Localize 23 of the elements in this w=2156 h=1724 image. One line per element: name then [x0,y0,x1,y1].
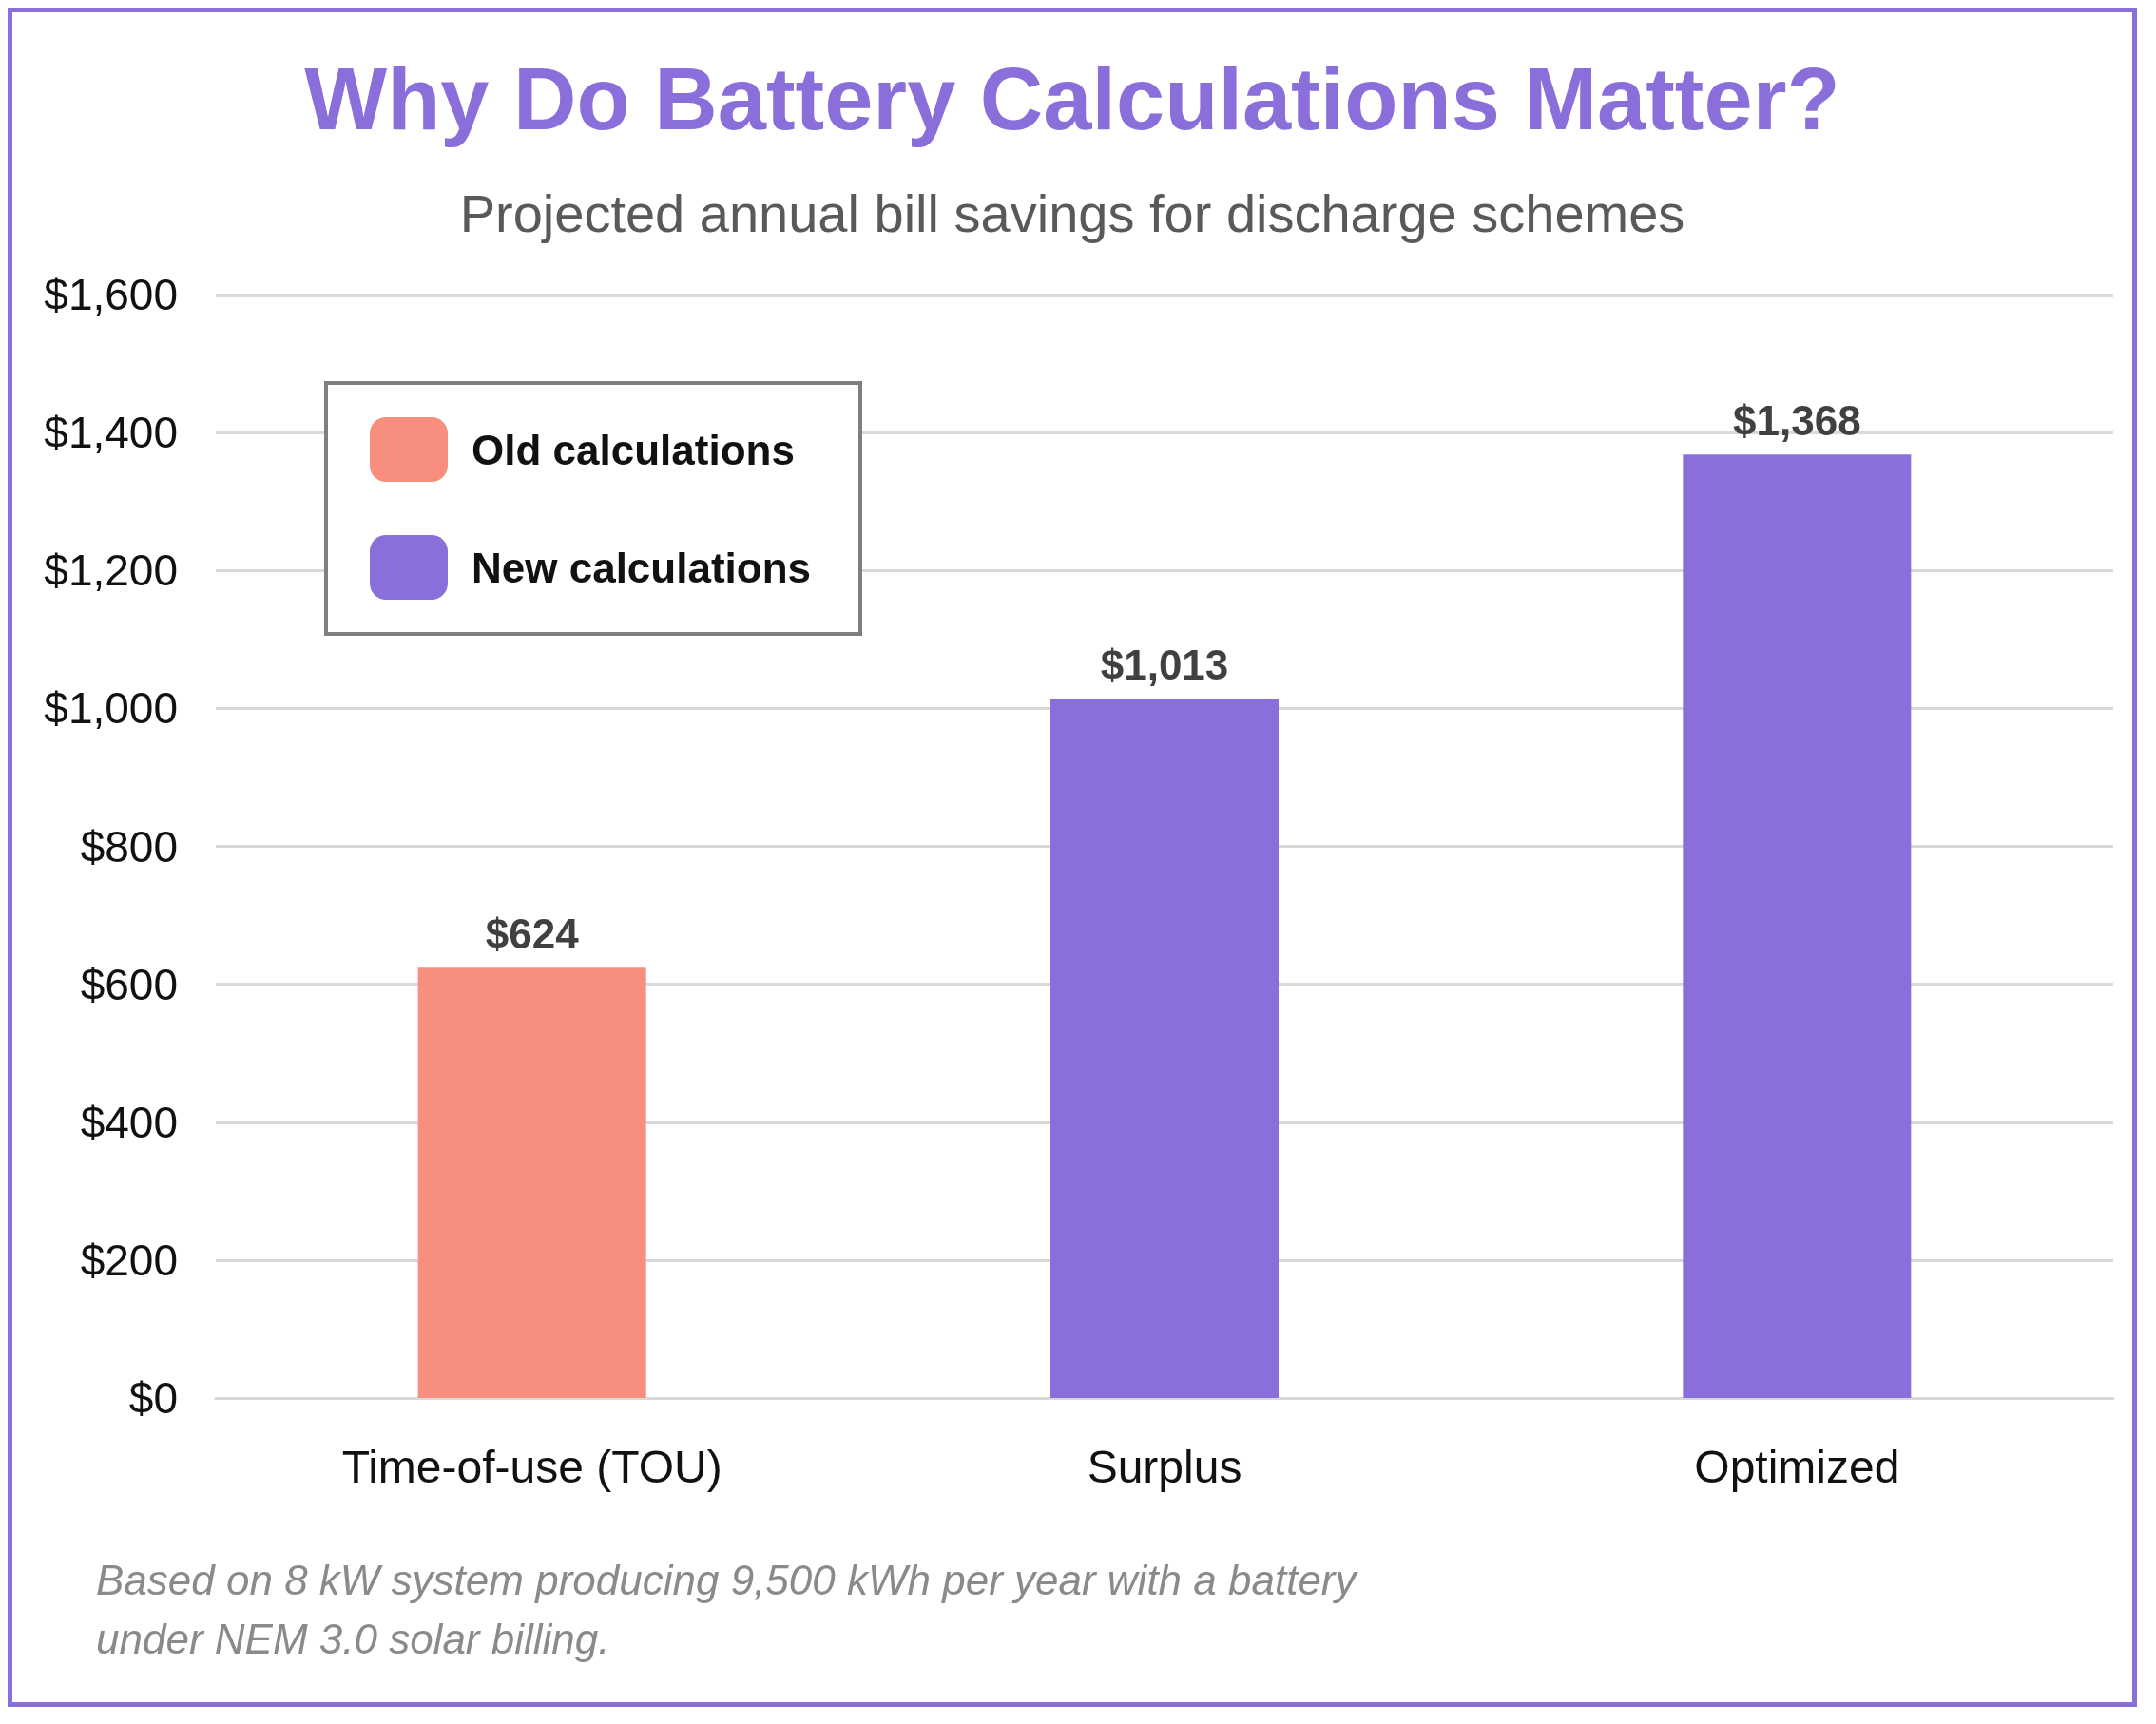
y-tick-label: $800 [80,821,178,872]
y-tick-label: $1,200 [44,546,178,596]
legend-label: New calculations [472,544,812,591]
text: Based on 8 kW system producing 9,500 kWh per year with a battery under NEM 3.0 solar billing. [96,1556,1368,1662]
bar [1050,699,1279,1398]
x-tick-label: Surplus [1087,1441,1242,1492]
bar [1683,454,1912,1398]
y-tick-label: $1,000 [44,683,178,734]
y-tick-label: $1,600 [44,270,178,319]
data-label: $1,368 [1733,396,1861,444]
y-tick-label: $0 [128,1373,178,1423]
x-tick-label: Optimized [1694,1441,1900,1492]
y-tick-label: $200 [80,1235,178,1285]
y-tick-label: $1,400 [44,408,178,458]
y-tick-label: $600 [80,959,178,1009]
chart-subtitle: Projected annual bill savings for discharge schemes [459,182,1685,243]
data-label: $1,013 [1100,642,1229,689]
x-tick-label: Time-of-use (TOU) [341,1441,722,1492]
bar [417,967,646,1398]
legend-label: Old calculations [472,426,795,473]
y-tick-label: $400 [80,1097,178,1147]
chart-title: Why Do Battery Calculations Matter? [304,50,1840,147]
data-label: $624 [485,910,580,957]
